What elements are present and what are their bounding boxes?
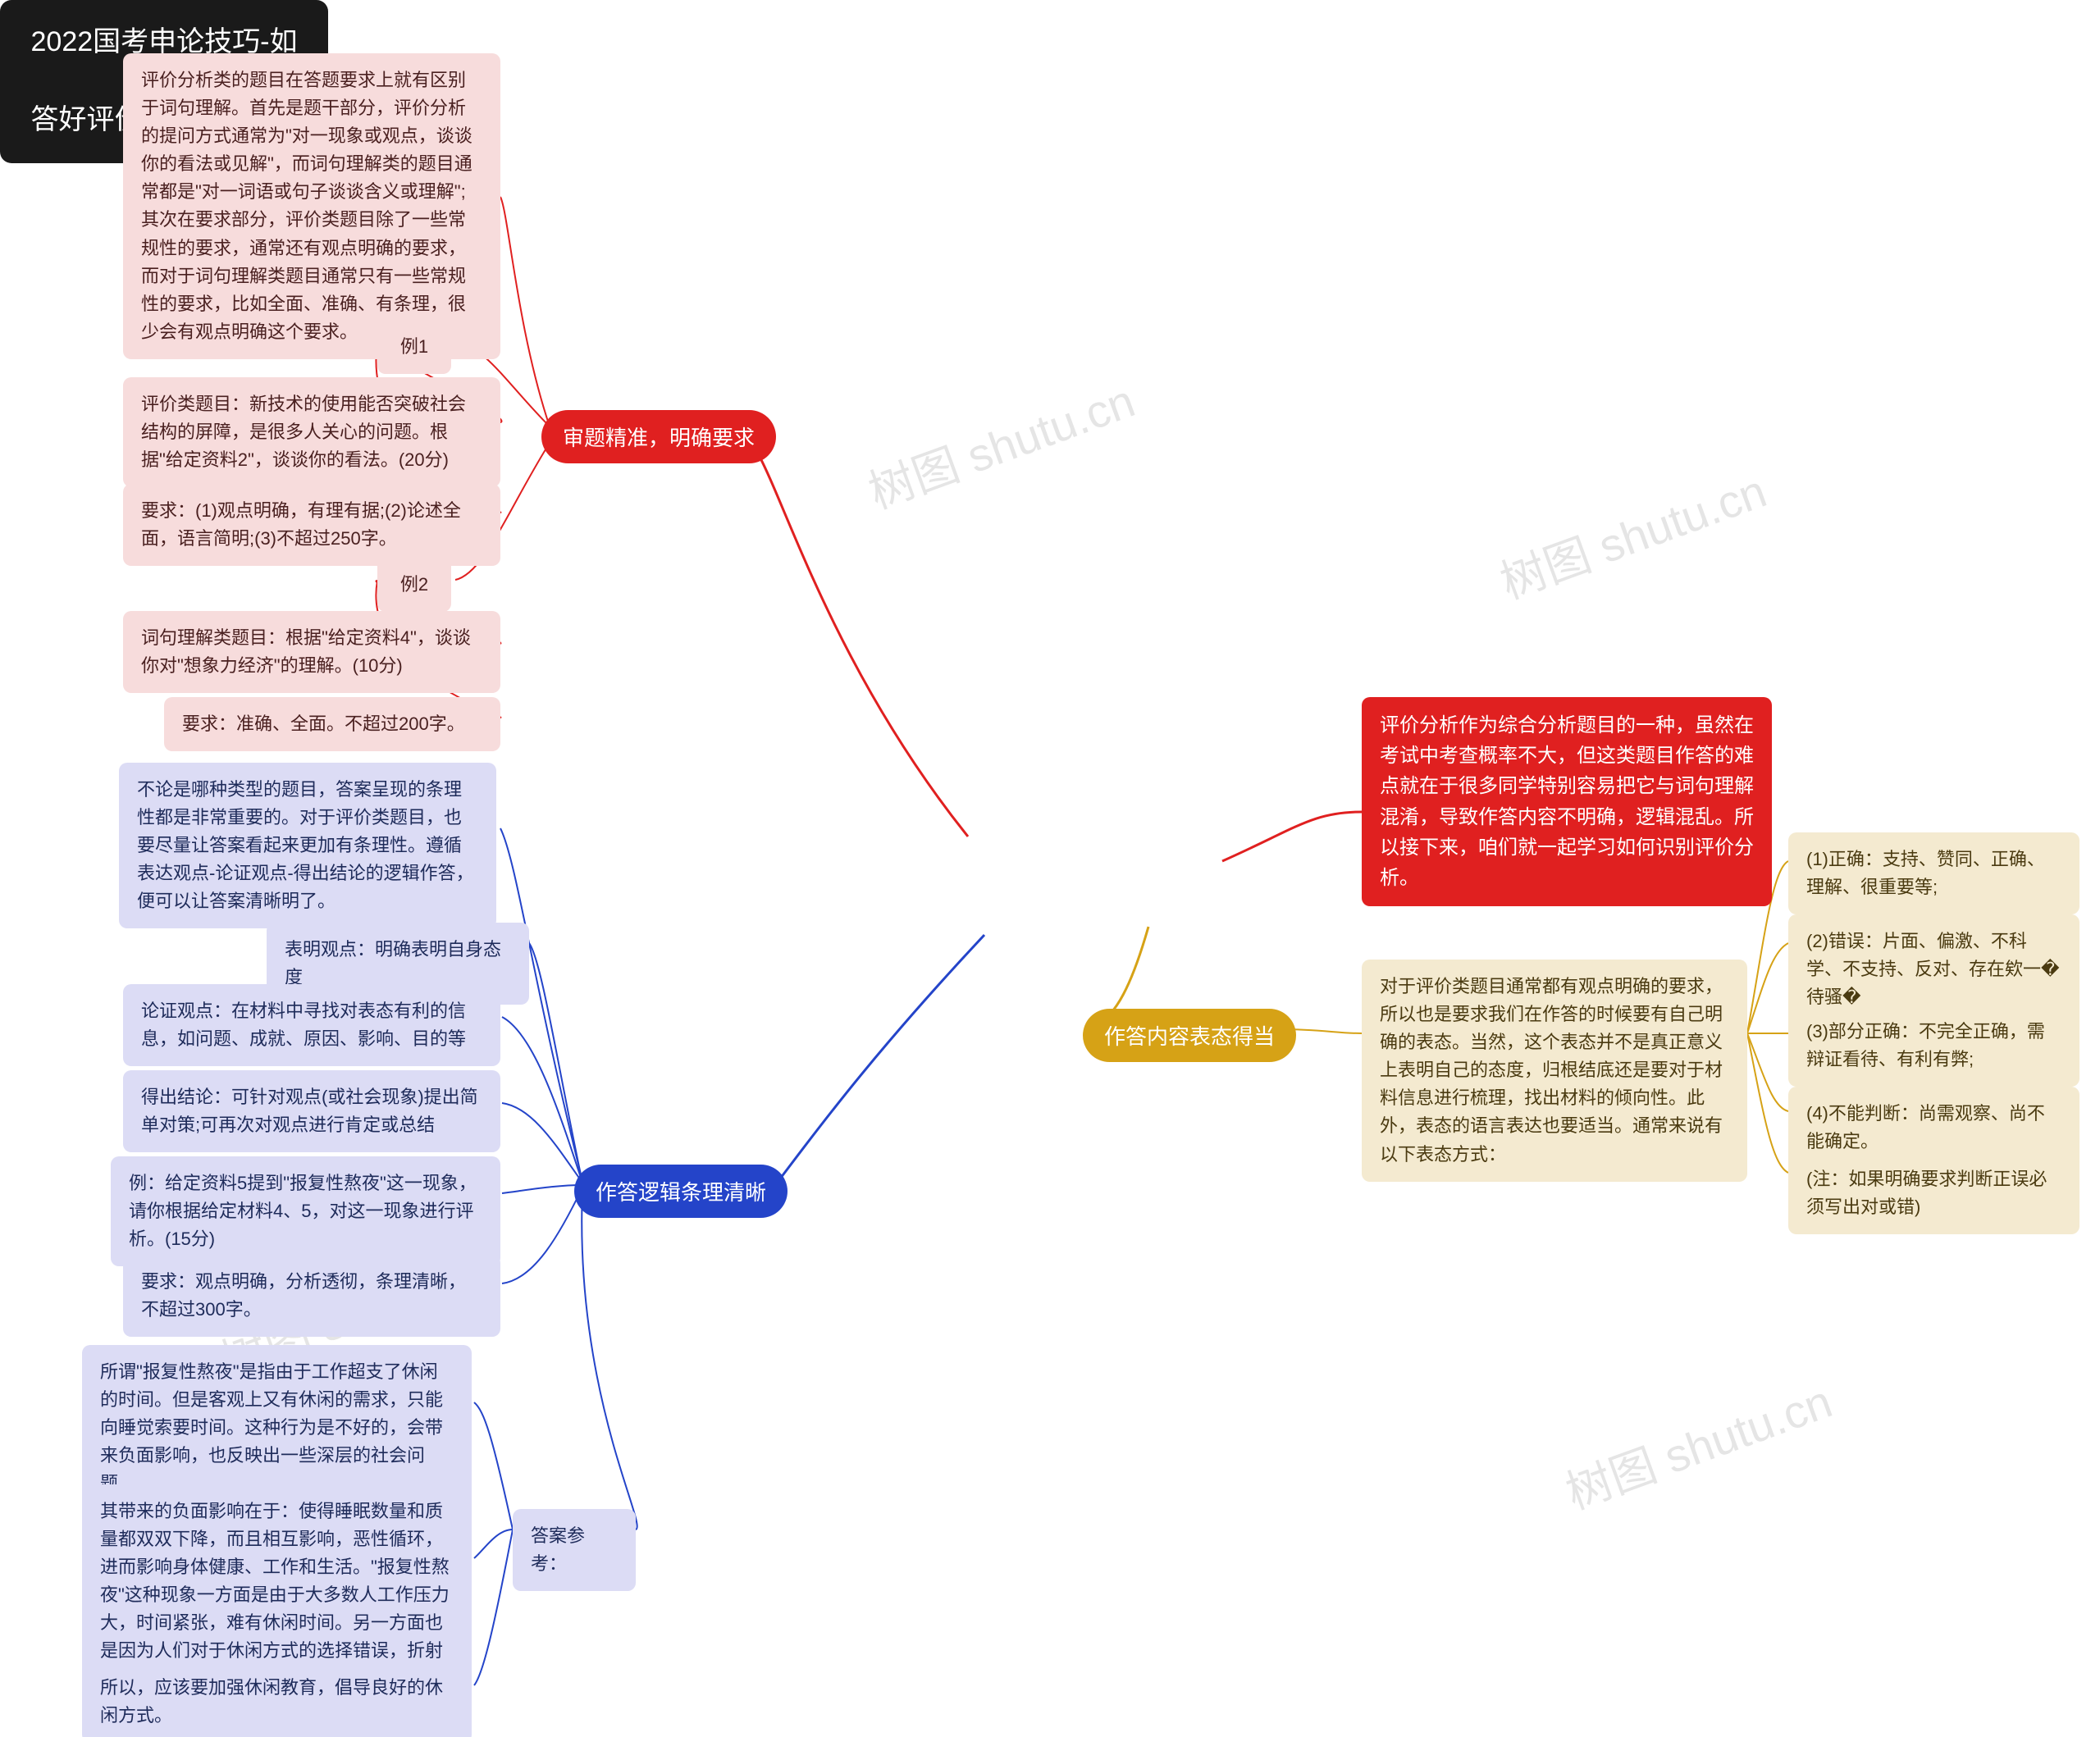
- watermark: 树图 shutu.cn: [1490, 454, 1774, 612]
- logic-l5: 要求：观点明确，分析透彻，条理清晰，不超过300字。: [123, 1255, 500, 1337]
- logic-l3: 得出结论：可针对观点(或社会现象)提出简单对策;可再次对观点进行肯定或总结: [123, 1070, 500, 1152]
- review-ex2-req: 要求：准确、全面。不超过200字。: [164, 697, 500, 751]
- review-ex1-text: 评价类题目：新技术的使用能否突破社会结构的屏障，是很多人关心的问题。根据"给定资…: [123, 377, 500, 487]
- review-ex2-text: 词句理解类题目：根据"给定资料4"，谈谈你对"想象力经济"的理解。(10分): [123, 611, 500, 693]
- logic-l2: 论证观点：在材料中寻找对表态有利的信息，如问题、成就、原因、影响、目的等: [123, 984, 500, 1066]
- content-i3: (3)部分正确：不完全正确，需辩证看待、有利有弊;: [1788, 1005, 2079, 1087]
- review-ex2-label: 例2: [377, 558, 451, 612]
- branch-review-pill: 审题精准，明确要求: [541, 410, 776, 463]
- logic-ans-label: 答案参考：: [513, 1509, 636, 1591]
- intro-text: 评价分析作为综合分析题目的一种，虽然在考试中考查概率不大，但这类题目作答的难点就…: [1380, 710, 1754, 893]
- logic-a3: 所以，应该要加强休闲教育，倡导良好的休闲方式。: [82, 1661, 472, 1737]
- logic-l4: 例：给定资料5提到"报复性熬夜"这一现象，请你根据给定材料4、5，对这一现象进行…: [111, 1156, 500, 1266]
- watermark: 树图 shutu.cn: [1555, 1365, 1840, 1522]
- content-i5: (注：如果明确要求判断正误必须写出对或错): [1788, 1152, 2079, 1234]
- review-p1: 评价分析类的题目在答题要求上就有区别于词句理解。首先是题干部分，评价分析的提问方…: [123, 53, 500, 359]
- branch-content-pill: 作答内容表态得当: [1083, 1009, 1296, 1062]
- watermark: 树图 shutu.cn: [858, 364, 1143, 522]
- logic-p1: 不论是哪种类型的题目，答案呈现的条理性都是非常重要的。对于评价类题目，也要尽量让…: [119, 763, 496, 928]
- review-ex1-label: 例1: [377, 320, 451, 374]
- content-i1: (1)正确：支持、赞同、正确、理解、很重要等;: [1788, 832, 2079, 914]
- review-ex1-req: 要求：(1)观点明确，有理有据;(2)论述全面，语言简明;(3)不超过250字。: [123, 484, 500, 566]
- branch-logic-pill: 作答逻辑条理清晰: [574, 1165, 788, 1218]
- content-intro: 对于评价类题目通常都有观点明确的要求，所以也是要求我们在作答的时候要有自己明确的…: [1362, 960, 1747, 1182]
- intro-box: 评价分析作为综合分析题目的一种，虽然在考试中考查概率不大，但这类题目作答的难点就…: [1362, 697, 1772, 906]
